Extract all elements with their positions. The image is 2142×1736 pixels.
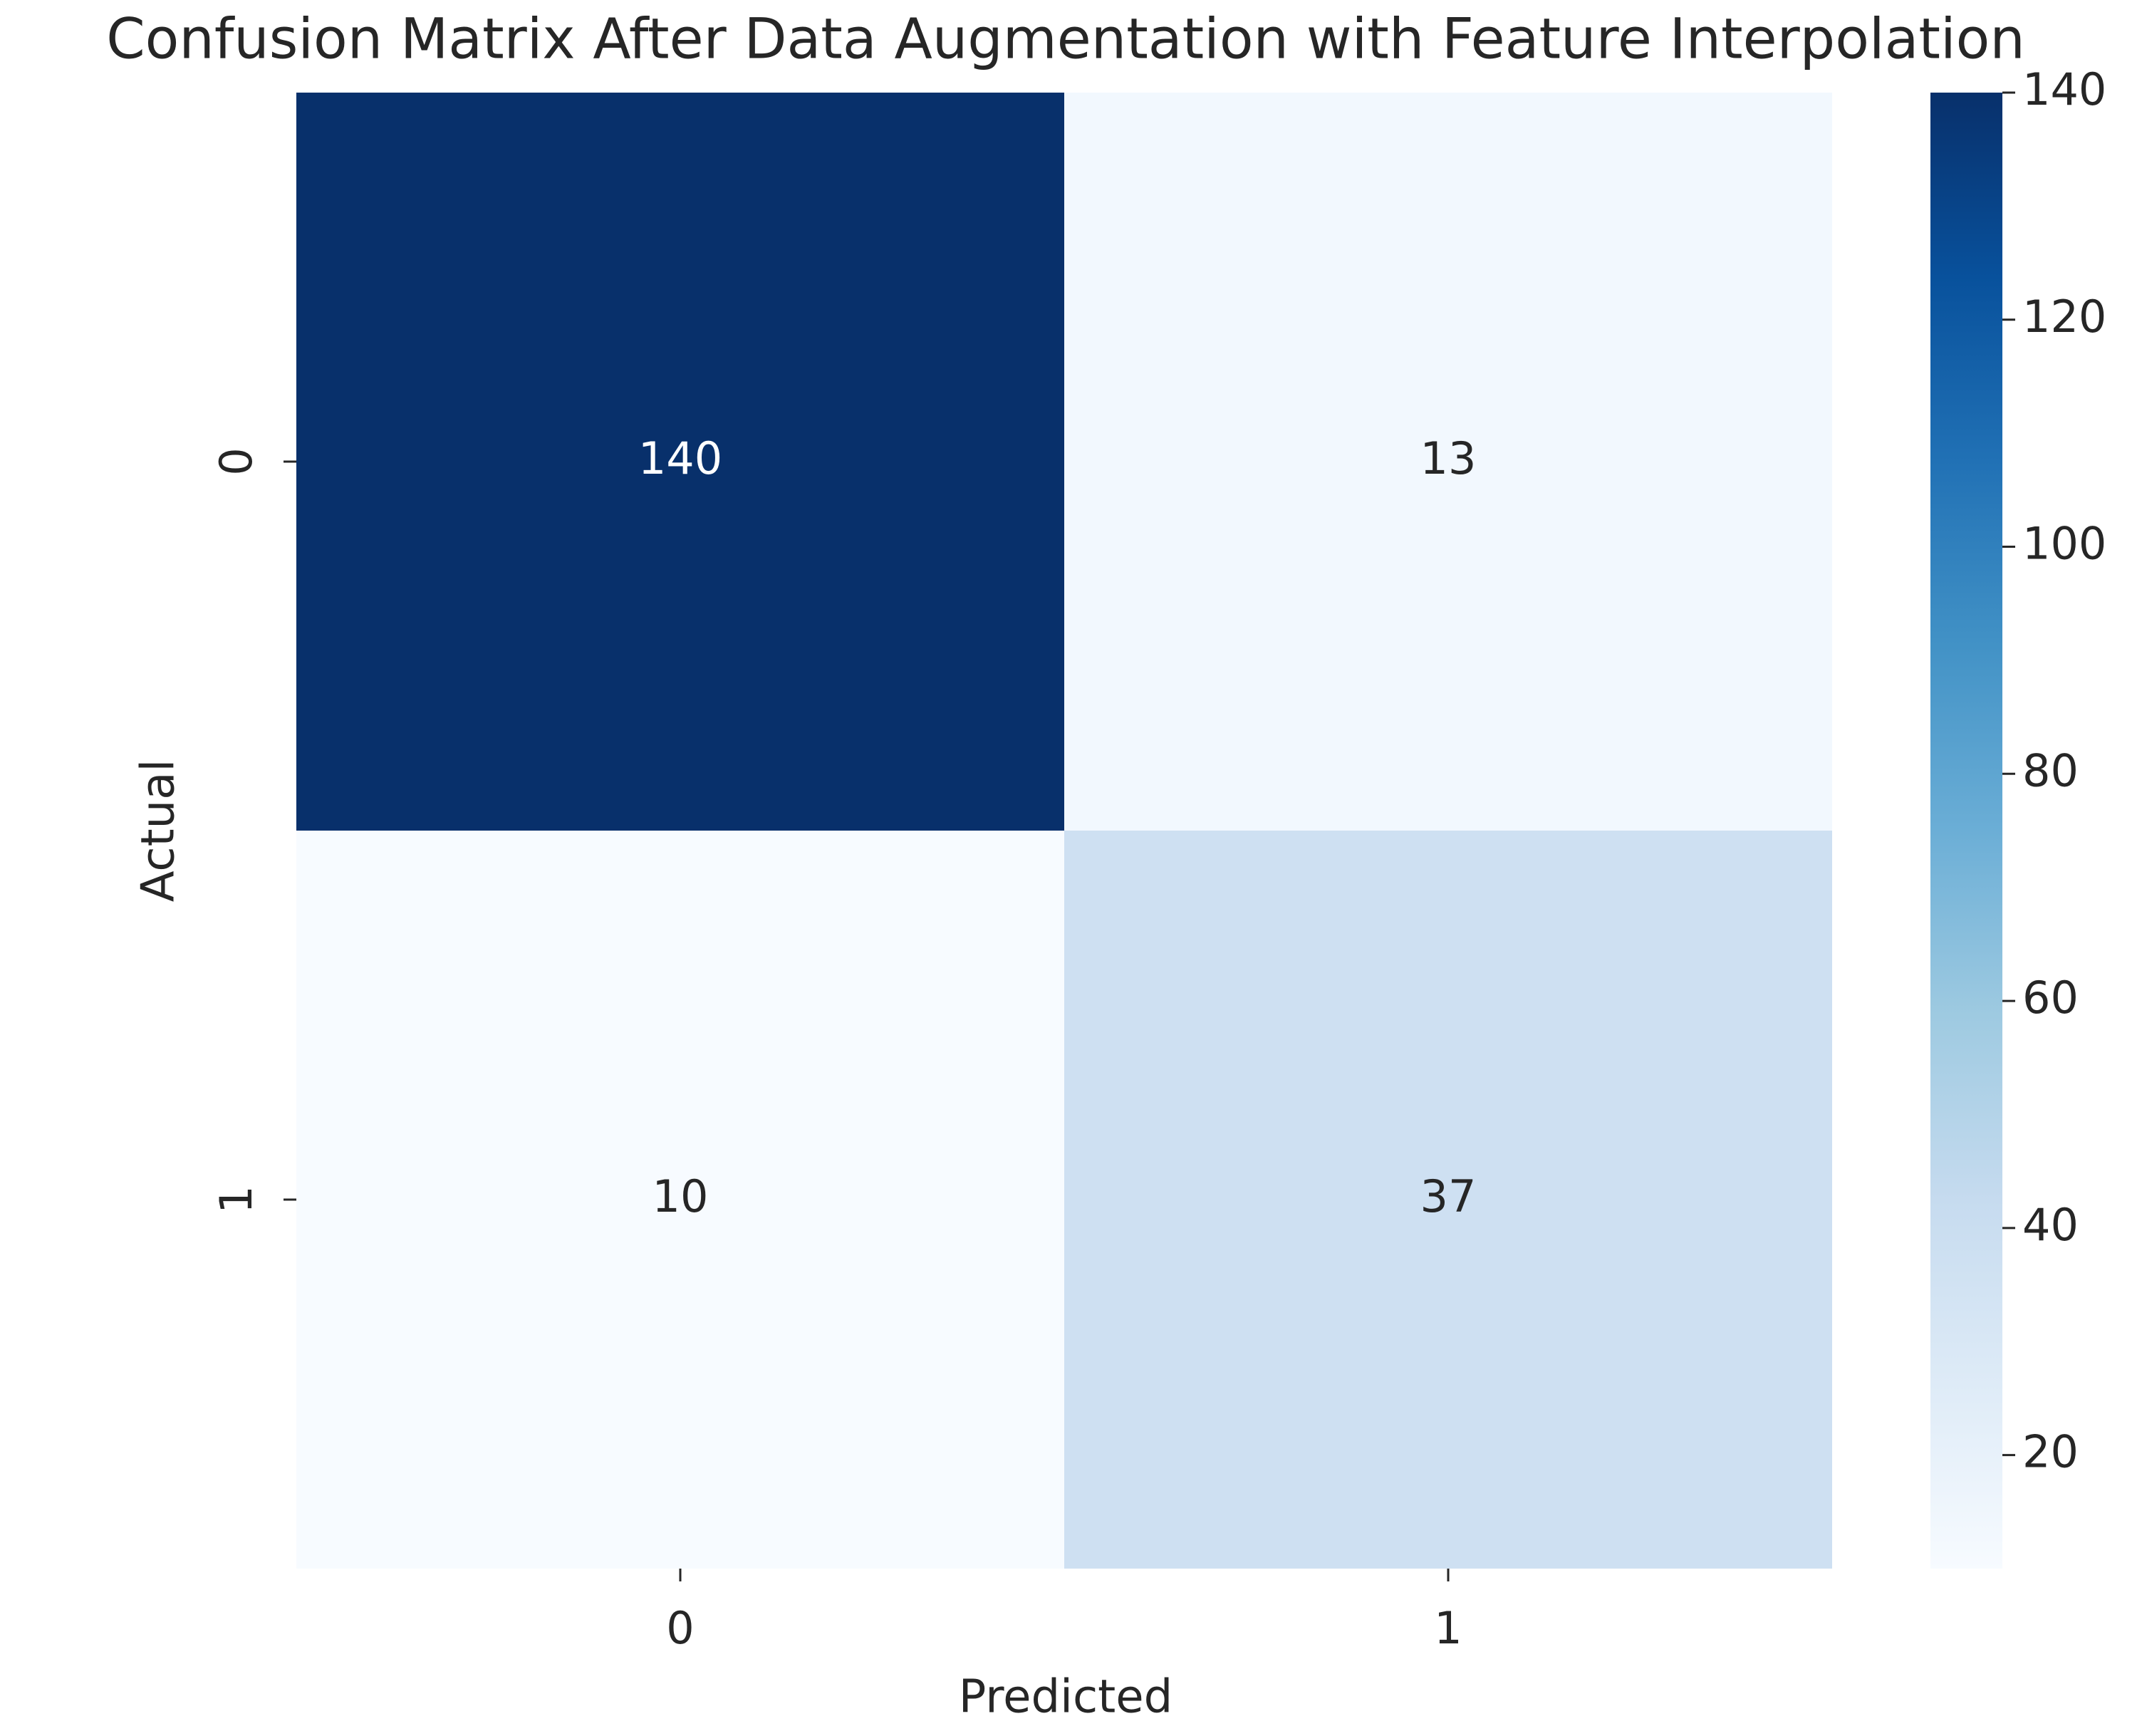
chart-title: Confusion Matrix After Data Augmentation…: [106, 7, 2025, 71]
colorbar-tick-label: 80: [2022, 744, 2079, 796]
colorbar-tick-label: 60: [2022, 972, 2079, 1024]
colorbar-tick-label: 20: [2022, 1426, 2079, 1478]
y-tick-label: 1: [210, 1185, 262, 1213]
heatmap-cell: [1064, 831, 1832, 1569]
colorbar-tick-label: 120: [2022, 291, 2106, 343]
y-tick-label: 0: [210, 447, 262, 475]
colorbar-tick-label: 140: [2022, 63, 2106, 115]
heatmap-cell: [296, 831, 1064, 1569]
x-axis-label: Predicted: [959, 1671, 1173, 1724]
cell-label: 13: [1420, 432, 1477, 484]
cell-label: 10: [653, 1170, 709, 1222]
colorbar-tick-label: 40: [2022, 1199, 2079, 1251]
heatmap-cell: [1064, 93, 1832, 831]
colorbar-tick-label: 100: [2022, 518, 2106, 570]
cell-label: 140: [638, 432, 722, 484]
heatmap-cell: [296, 93, 1064, 831]
y-axis-label: Actual: [132, 759, 185, 903]
colorbar: [1930, 93, 2002, 1569]
x-tick-label: 1: [1434, 1602, 1462, 1654]
cell-label: 37: [1420, 1170, 1477, 1222]
x-tick-label: 0: [666, 1602, 694, 1654]
